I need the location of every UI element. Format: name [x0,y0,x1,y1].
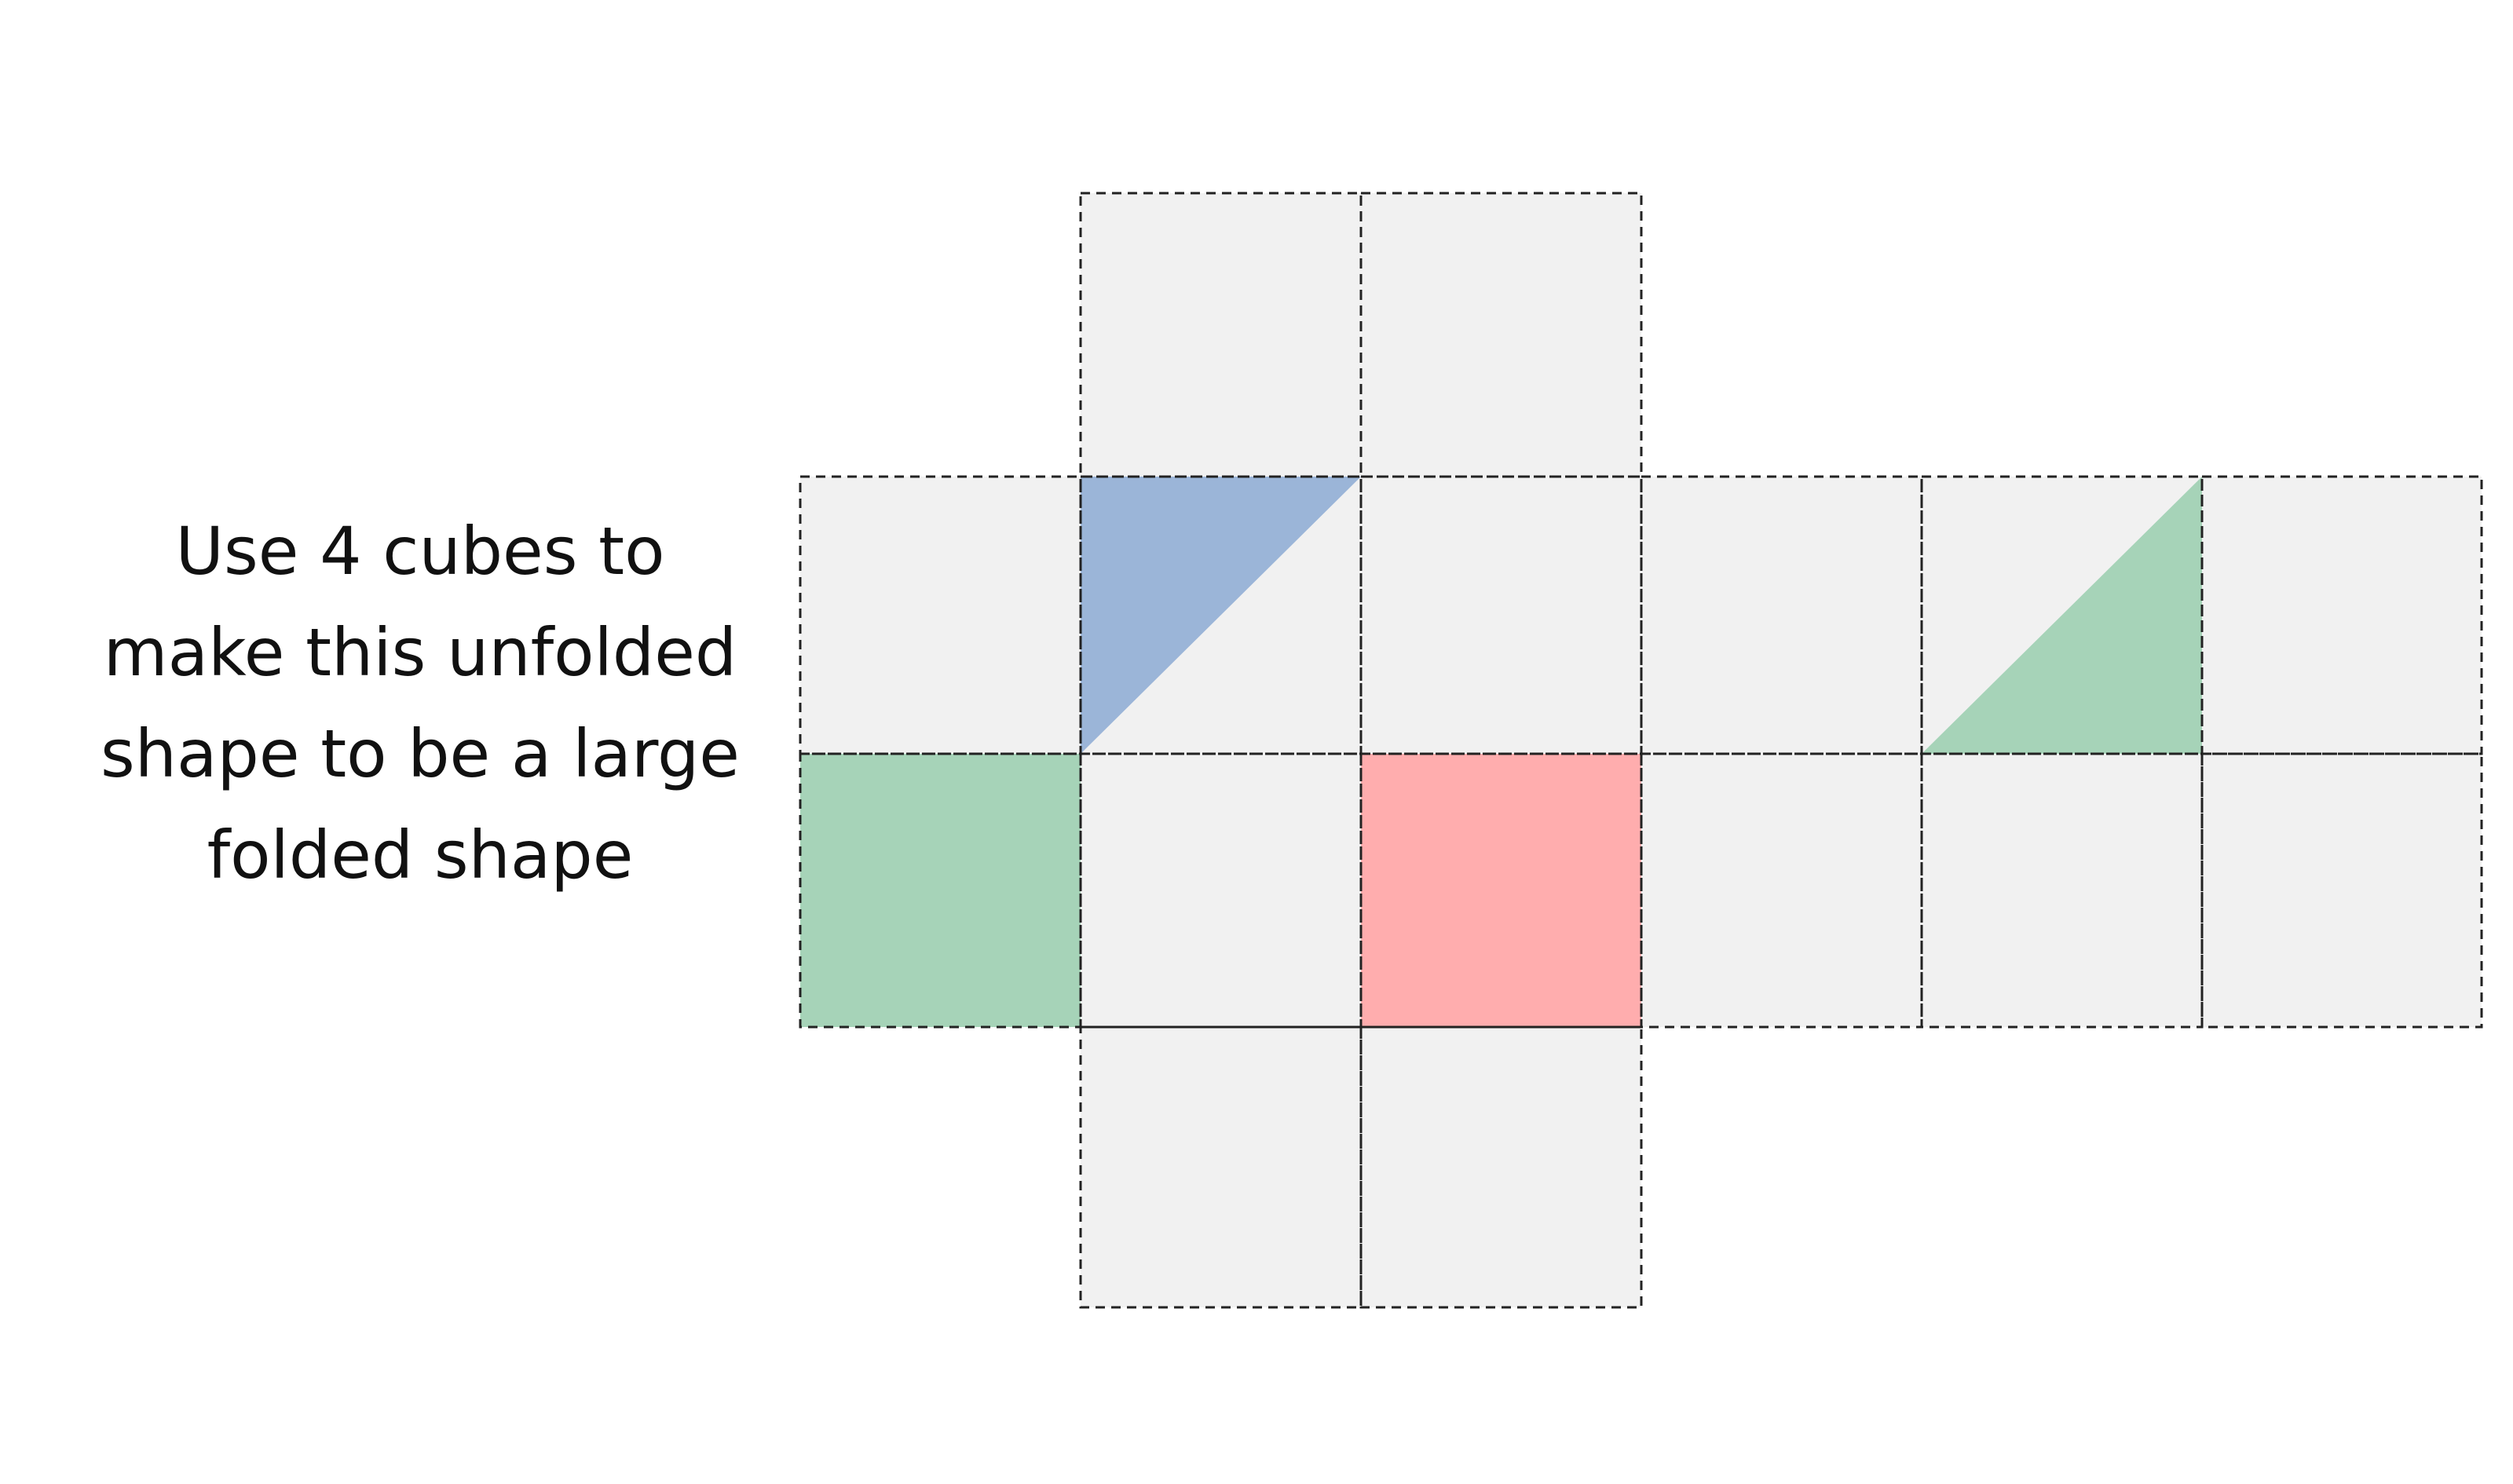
red-square-fill [1361,754,1641,1027]
net-face [800,477,1081,754]
net-face [1361,193,1641,477]
fold-line [2200,752,2483,1029]
green-triangle-bottom-right-fill [1922,477,2202,754]
fold-line [1359,1025,1643,1309]
net-face [1641,477,1922,754]
instruction-line-1: Use 4 cubes to [175,513,665,590]
fold-line [1640,475,1923,755]
net-face [1361,1027,1641,1307]
fold-line [1920,475,2204,755]
fold-line [1359,752,1643,1029]
dashed-fold-lines [799,192,2483,1309]
net-face [2202,477,2482,754]
net-face [1922,754,2202,1027]
colored-fills [800,477,2202,1027]
instruction-line-3: shape to be a large [101,715,740,792]
fold-line [2200,475,2483,755]
instruction-line-4: folded shape [207,817,634,894]
instruction-text: Use 4 cubes to make this unfolded shape … [47,501,793,906]
net-face [1081,1027,1361,1307]
green-square-fill [800,754,1081,1027]
fold-line [1079,475,1363,755]
net-face [2202,754,2482,1027]
net-face [1361,477,1641,754]
fold-line [1079,752,1363,1029]
net-face [1641,754,1922,1027]
fold-line [1079,1025,1363,1309]
fold-line [1359,475,1643,755]
net-face [1081,754,1361,1027]
fold-line [1640,752,1923,1029]
blue-triangle-top-left-fill [1081,477,1361,754]
instruction-line-2: make this unfolded [103,614,737,691]
fold-line [799,475,1082,755]
net-face [1081,193,1361,477]
fold-line [1920,752,2204,1029]
fold-line [799,752,1082,1029]
